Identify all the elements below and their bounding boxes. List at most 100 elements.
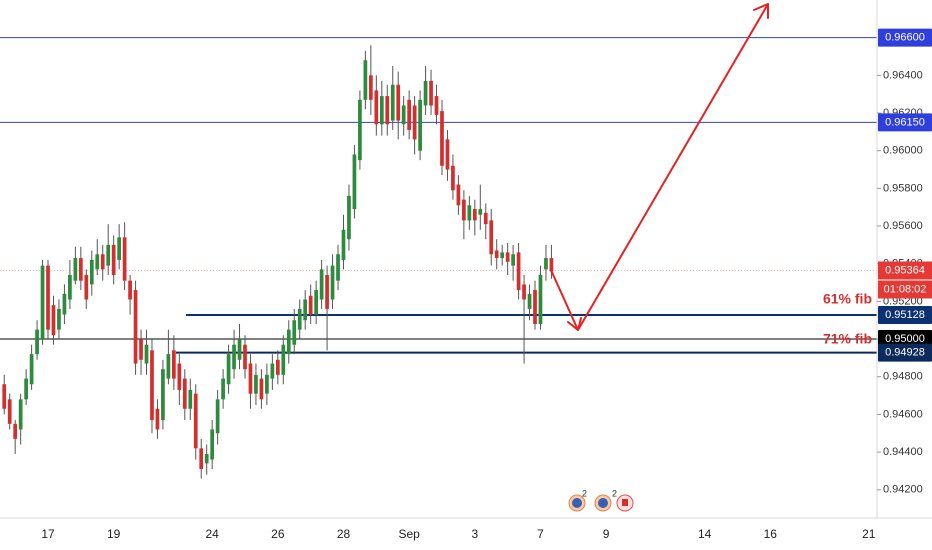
- level-label: 0.95128: [885, 309, 925, 321]
- candle-body: [308, 295, 313, 315]
- candle-body: [511, 254, 515, 266]
- x-tick-label: 19: [107, 527, 121, 541]
- candle-body: [7, 399, 12, 424]
- level-badge: [878, 330, 932, 349]
- candle-body: [51, 305, 56, 336]
- x-tick-label: 14: [698, 527, 712, 541]
- y-tick-label: 0.96000: [883, 145, 923, 157]
- candle-body: [150, 350, 154, 421]
- candle-body: [445, 139, 450, 170]
- event-icon-inner: [572, 498, 582, 508]
- level-badge: [878, 113, 932, 132]
- candle-body: [29, 354, 34, 385]
- candle-body: [494, 250, 499, 259]
- y-tick-label: 0.94600: [883, 408, 923, 420]
- candle-body: [232, 344, 236, 370]
- y-tick-label: 0.96400: [883, 69, 923, 81]
- candle-body: [292, 320, 297, 345]
- candle-body: [182, 378, 187, 409]
- candle-body: [139, 339, 143, 360]
- x-tick-label: 16: [764, 527, 778, 541]
- candle-body: [210, 429, 215, 460]
- candle-body: [423, 80, 428, 106]
- candle-body: [358, 99, 362, 161]
- candle-body: [303, 299, 308, 321]
- event-count: 2: [582, 488, 587, 498]
- candle-body: [281, 344, 286, 375]
- candle-body: [341, 229, 346, 260]
- candle-body: [40, 265, 45, 340]
- candle-body: [472, 209, 477, 221]
- fib-annotation: 71% fib: [823, 331, 872, 347]
- candle-body: [111, 244, 116, 276]
- level-label: 0.96600: [885, 32, 925, 44]
- candle-body: [286, 329, 291, 355]
- countdown-label: 01:08:02: [884, 283, 927, 295]
- y-tick-label: 0.94200: [883, 484, 923, 496]
- candle-body: [527, 293, 532, 309]
- candle-body: [467, 205, 472, 221]
- candle-body: [401, 105, 406, 125]
- fib-annotation: 61% fib: [823, 291, 872, 307]
- candle-body: [451, 165, 455, 191]
- y-tick-label: 0.94400: [883, 446, 923, 458]
- candle-body: [505, 252, 510, 262]
- candle-body: [13, 423, 18, 439]
- level-badge: [878, 343, 932, 362]
- candle-body: [237, 339, 242, 360]
- candle-body: [199, 448, 204, 470]
- candle-body: [68, 275, 72, 300]
- candle-body: [319, 269, 324, 300]
- candle-body: [516, 252, 521, 291]
- candle-body: [89, 259, 94, 285]
- x-tick-label: 24: [205, 527, 219, 541]
- badges-layer: 0.96600 0.96150 0.95128 0.95000 0.94928 0.953…: [823, 28, 932, 362]
- candle-body: [412, 105, 417, 140]
- candle-body: [390, 84, 395, 121]
- candle-body: [188, 389, 193, 409]
- x-tick-label: 28: [337, 527, 351, 541]
- arrow-head: [753, 3, 769, 19]
- candle-body: [456, 184, 461, 206]
- level-label: 0.96150: [885, 116, 925, 128]
- candle-body: [106, 244, 111, 266]
- x-tick-label: 17: [41, 527, 55, 541]
- event-icons: 2 2: [568, 488, 634, 512]
- candle-body: [78, 258, 83, 281]
- level-label: 0.95000: [885, 333, 925, 345]
- candle-body: [35, 329, 39, 355]
- candle-body: [429, 80, 433, 106]
- event-icon-inner: [622, 499, 628, 506]
- candle-body: [57, 308, 61, 330]
- candle-body: [533, 290, 537, 324]
- candle-body: [259, 378, 264, 400]
- x-tick-label: Sep: [398, 527, 420, 541]
- candle-body: [538, 275, 543, 324]
- x-tick-label: 3: [471, 527, 478, 541]
- candle-body: [144, 344, 149, 364]
- last-price-label: 0.95364: [885, 264, 925, 276]
- candle-body: [117, 237, 122, 260]
- candle-body: [18, 399, 23, 430]
- candle-body: [549, 258, 554, 272]
- candle-body: [265, 374, 269, 394]
- candle-body: [483, 212, 488, 225]
- candle-body: [24, 378, 28, 400]
- candle-body: [204, 453, 209, 464]
- candle-body: [177, 363, 182, 390]
- candle-body: [2, 384, 7, 409]
- candle-body: [270, 363, 275, 379]
- candle-body: [434, 96, 439, 115]
- candle-body: [73, 258, 78, 281]
- candle-body: [352, 154, 357, 210]
- x-tick-label: 9: [603, 527, 610, 541]
- event-icon-inner: [598, 498, 608, 508]
- candle-body: [221, 378, 225, 400]
- candle-body: [133, 290, 138, 364]
- candle-body: [248, 363, 253, 394]
- x-tick-label: 7: [537, 527, 544, 541]
- y-tick-label: 0.95600: [883, 220, 923, 232]
- x-tick-label: 21: [862, 527, 876, 541]
- y-tick-label: 0.95800: [883, 182, 923, 194]
